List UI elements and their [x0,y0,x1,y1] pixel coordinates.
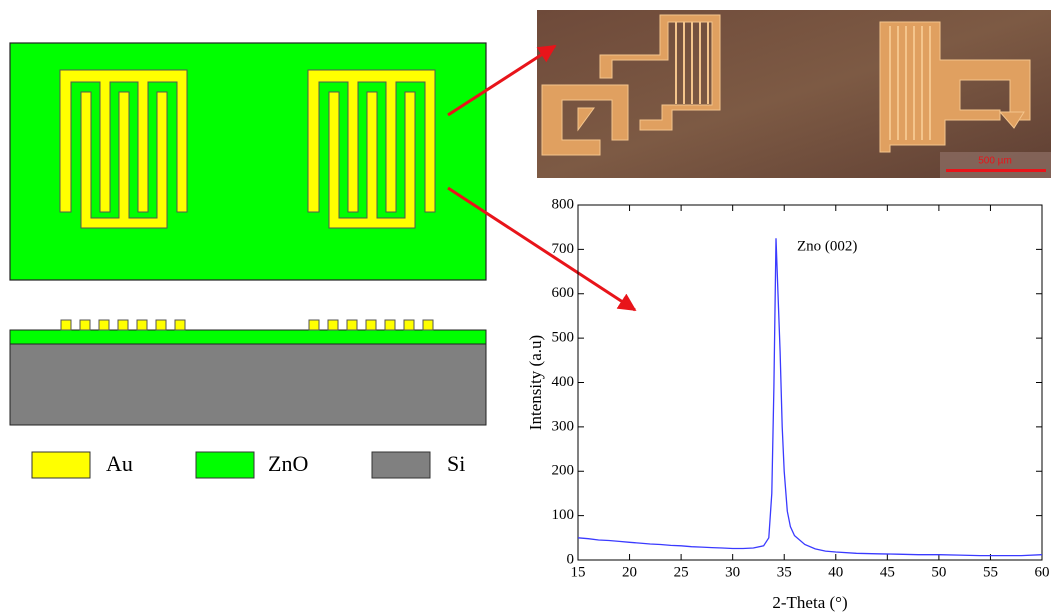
x-tick-label: 25 [674,564,689,580]
x-tick-label: 60 [1035,564,1050,580]
y-tick-label: 600 [552,285,575,301]
y-tick-label: 300 [552,418,575,434]
x-axis-label: 2-Theta (°) [772,593,847,612]
cross-section [10,320,486,425]
plot-frame [578,205,1042,560]
x-tick-label: 45 [880,564,895,580]
legend-label: ZnO [268,451,308,476]
y-tick-label: 100 [552,507,575,523]
scale-bar-label: 500 µm [978,156,1012,167]
micrograph: 500 µm [537,10,1051,178]
y-tick-label: 0 [567,551,575,567]
x-tick-label: 55 [983,564,998,580]
material-legend: Au ZnO Si [32,451,465,478]
top-view [10,43,486,280]
y-tick-label: 700 [552,241,575,257]
peak-annotation: Zno (002) [797,238,857,254]
x-tick-label: 35 [777,564,792,580]
y-tick-label: 800 [552,196,575,212]
y-axis-label: Intensity (a.u) [526,335,545,430]
x-tick-label: 50 [931,564,946,580]
legend-label: Au [106,451,133,476]
x-tick-label: 20 [622,564,637,580]
y-tick-label: 200 [552,463,575,479]
legend-label: Si [447,451,465,476]
xrd-line [578,238,1042,555]
figure: Au ZnO Si 500 µm 1520253035404550 [0,0,1051,615]
y-tick-label: 400 [552,374,575,390]
x-tick-label: 30 [725,564,740,580]
x-tick-label: 40 [828,564,843,580]
y-tick-label: 500 [552,330,575,346]
